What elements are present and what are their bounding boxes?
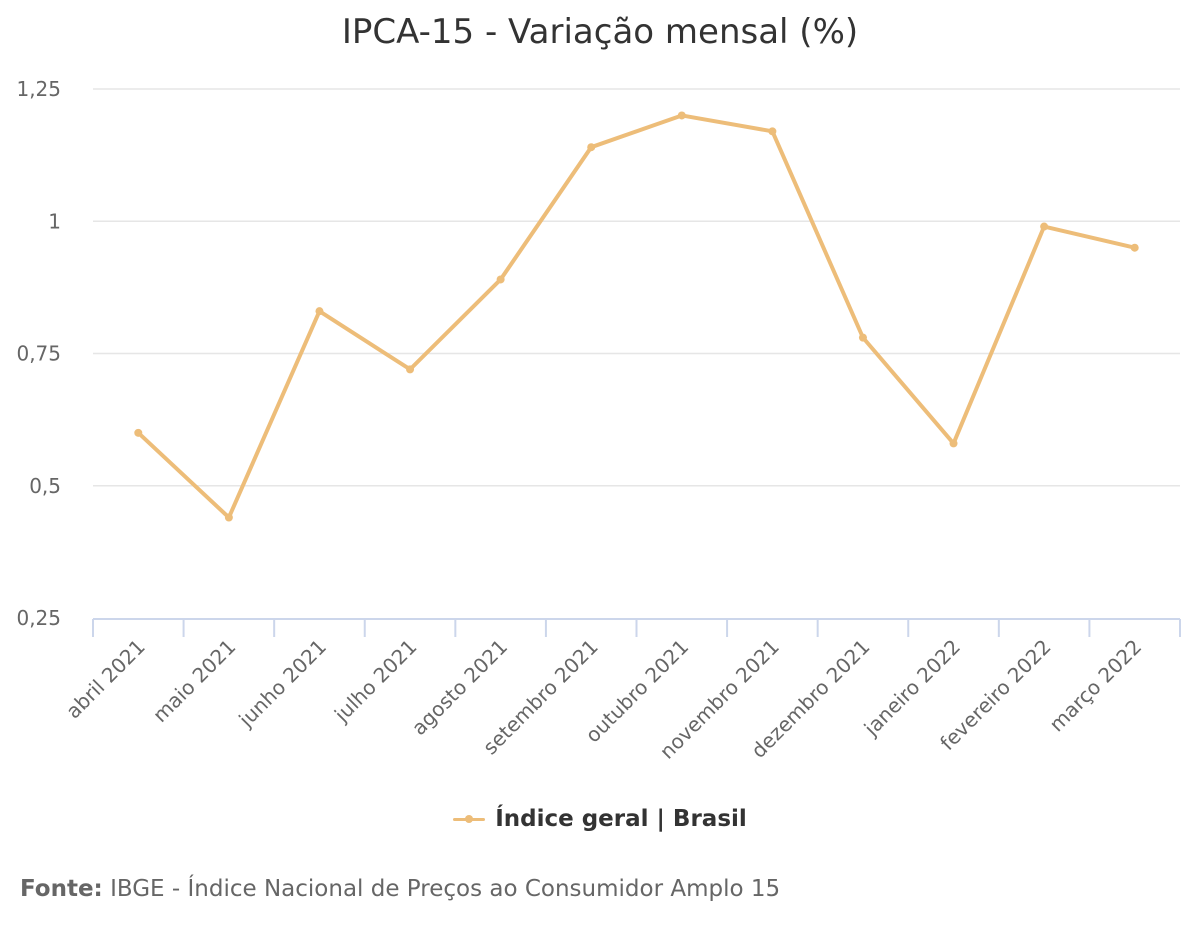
data-point[interactable] [496,275,505,284]
legend-label: Índice geral | Brasil [495,806,747,832]
y-tick-label: 0,25 [16,606,61,630]
source-text: IBGE - Índice Nacional de Preços ao Cons… [110,876,781,902]
source-credit: Fonte: IBGE - Índice Nacional de Preços … [20,876,780,902]
x-tick-label: julho 2021 [329,635,422,728]
legend-item[interactable]: Índice geral | Brasil [453,806,747,832]
y-tick-label: 0,5 [29,474,61,498]
source-label: Fonte: [20,876,103,902]
series-line [136,113,1137,520]
data-point[interactable] [1130,243,1139,252]
data-point[interactable] [858,333,867,342]
x-tick-label: março 2022 [1044,635,1146,737]
data-point[interactable] [134,428,143,437]
x-tick-label: junho 2021 [233,635,331,733]
data-point[interactable] [315,307,324,316]
data-point[interactable] [768,127,777,136]
series-group [134,111,1139,522]
y-tick-label: 0,75 [16,342,61,366]
x-tick-label: abril 2021 [61,635,150,724]
data-point[interactable] [677,111,686,120]
legend: Índice geral | Brasil [0,806,1200,832]
grid-lines [93,88,1180,487]
legend-line-marker-icon [453,812,486,826]
x-tick-label: maio 2021 [148,635,240,727]
x-axis [92,618,1181,637]
data-point[interactable] [949,439,958,448]
y-axis-tick-labels: 0,25 0,5 0,75 1 1,25 [16,77,61,630]
y-tick-label: 1,25 [16,77,61,101]
data-point[interactable] [406,365,415,374]
data-point[interactable] [587,143,596,152]
chart-title: IPCA-15 - Variação mensal (%) [341,12,859,52]
y-tick-label: 1 [48,209,61,233]
data-point[interactable] [224,513,233,522]
data-point[interactable] [1040,222,1049,231]
